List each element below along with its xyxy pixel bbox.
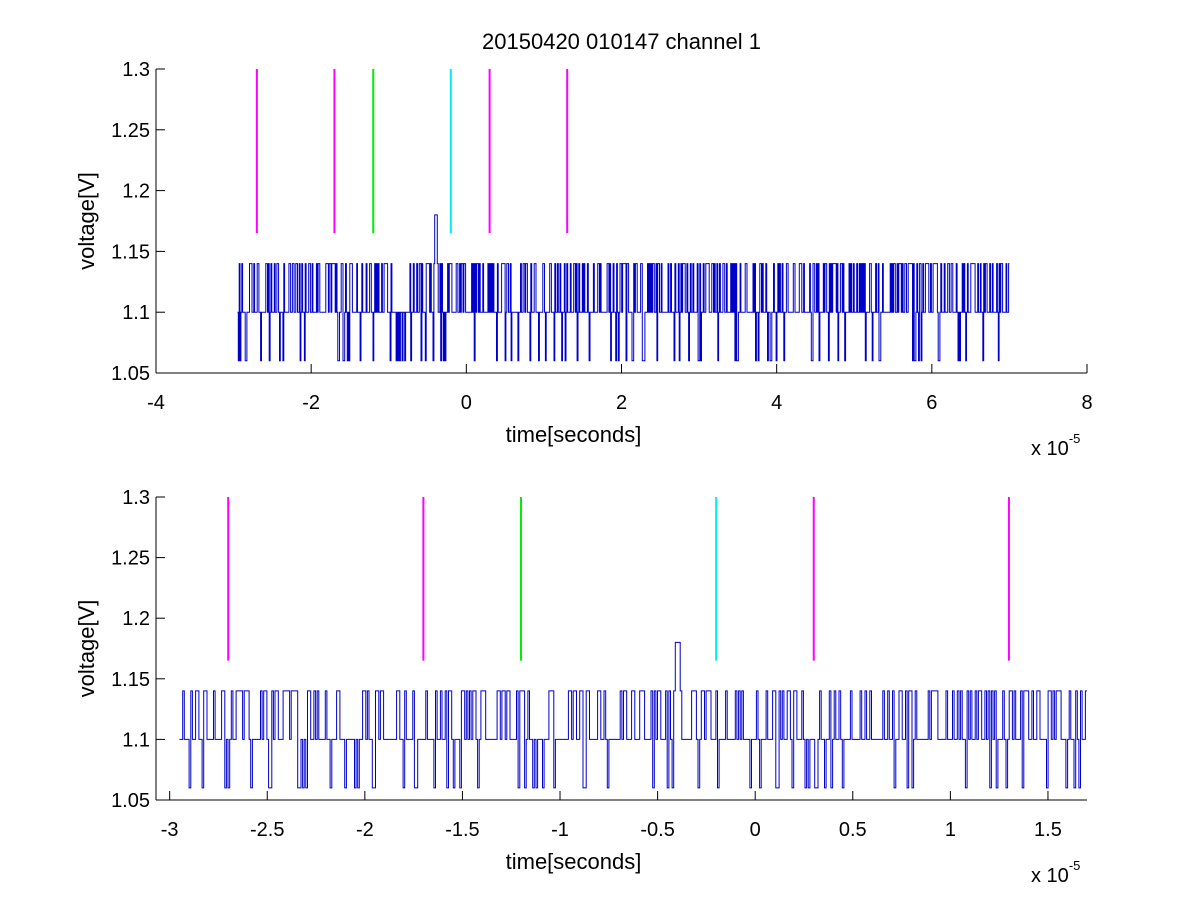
x-tick-label: -2 [302, 392, 320, 414]
x-tick-label: 0 [750, 819, 761, 841]
x-tick-label: -4 [147, 392, 165, 414]
x-tick-label: 0.5 [839, 819, 867, 841]
x-tick-label: 0 [461, 392, 472, 414]
x-tick-label: -3 [161, 819, 179, 841]
y-tick-label: 1.25 [111, 548, 150, 570]
x-exponent-label: x 10-5 [1031, 431, 1080, 460]
y-tick-label: 1.3 [122, 59, 150, 81]
x-exponent: -5 [1069, 431, 1081, 446]
y-tick-label: 1.05 [111, 790, 150, 812]
y-tick-label: 1.3 [122, 487, 150, 509]
signal-trace [179, 641, 1087, 789]
x-axis-label: time[seconds] [506, 422, 642, 447]
y-axis-label: voltage[V] [74, 600, 99, 698]
y-tick-label: 1.1 [122, 302, 150, 324]
x-exponent-label: x 10-5 [1031, 858, 1080, 887]
signal-trace [237, 214, 1010, 362]
chart-title: 20150420 010147 channel 1 [482, 29, 761, 54]
y-tick-label: 1.1 [122, 729, 150, 751]
y-tick-label: 1.2 [122, 608, 150, 630]
y-tick-label: 1.05 [111, 363, 150, 385]
x-tick-label: 2 [616, 392, 627, 414]
bottom-plot: 1.05 1.1 1.15 1.2 1.25 1.3 -3 -2.5 -2 -1.5 -1 -0.5 0… [74, 487, 1087, 887]
x-axis-label: time[seconds] [506, 849, 642, 874]
x-multiplier: x 10 [1031, 865, 1069, 887]
x-tick-label: -0.5 [640, 819, 674, 841]
y-axis-label: voltage[V] [74, 172, 99, 270]
x-tick-label: 8 [1081, 392, 1092, 414]
x-multiplier: x 10 [1031, 438, 1069, 460]
x-tick-label: -2.5 [250, 819, 284, 841]
y-tick-label: 1.2 [122, 181, 150, 203]
x-tick-label: 4 [771, 392, 782, 414]
x-tick-label: -2 [356, 819, 374, 841]
x-tick-label: -1 [551, 819, 569, 841]
x-tick-label: 6 [926, 392, 937, 414]
x-tick-label: -1.5 [445, 819, 479, 841]
x-tick-label: 1 [945, 819, 956, 841]
y-tick-label: 1.15 [111, 241, 150, 263]
x-exponent: -5 [1069, 858, 1081, 873]
y-tick-label: 1.15 [111, 669, 150, 691]
top-plot: 1.05 1.1 1.15 1.2 1.25 1.3 -4 -2 0 2 4 6 8 time[secon… [74, 29, 1093, 460]
y-tick-label: 1.25 [111, 120, 150, 142]
x-tick-label: 1.5 [1034, 819, 1062, 841]
